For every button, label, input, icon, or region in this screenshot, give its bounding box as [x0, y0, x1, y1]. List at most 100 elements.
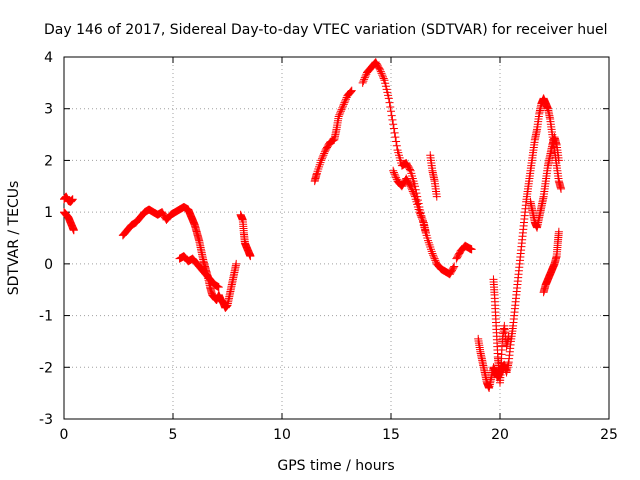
data-point-marker: [246, 252, 255, 261]
data-point-marker: [427, 247, 436, 256]
data-point-marker: [410, 190, 419, 199]
data-point-marker: [315, 162, 324, 171]
y-axis-label: SDTVAR / TECUs: [6, 181, 22, 296]
data-point-marker: [432, 192, 441, 201]
y-tick-label: -3: [39, 412, 53, 428]
data-point-marker: [346, 88, 355, 97]
data-point-marker: [449, 263, 458, 272]
y-tick-label: -1: [39, 309, 53, 325]
data-point-marker: [347, 87, 356, 96]
data-point-marker: [387, 107, 395, 116]
grid-lines: [64, 57, 609, 419]
y-tick-label: 0: [44, 257, 53, 273]
data-point-marker: [319, 151, 328, 160]
data-point-marker: [406, 182, 415, 191]
data-point-marker: [339, 100, 348, 109]
data-point-marker: [415, 208, 424, 217]
data-point-marker: [389, 166, 398, 175]
data-point-marker: [426, 243, 435, 252]
data-point-marker: [340, 98, 349, 107]
data-point-marker: [450, 262, 459, 271]
x-axis-label: GPS time / hours: [277, 458, 394, 474]
data-point-marker: [405, 165, 414, 174]
y-tick-label: 4: [44, 50, 53, 66]
data-point-marker: [389, 120, 398, 129]
data-point-marker: [392, 173, 401, 182]
data-point-marker: [408, 185, 417, 194]
data-point-marker: [341, 96, 350, 105]
data-point-marker: [338, 103, 347, 112]
data-point-marker: [361, 71, 370, 80]
data-point-marker: [335, 110, 344, 119]
data-point-marker: [389, 168, 398, 177]
data-point-marker: [69, 226, 78, 235]
data-point-marker: [416, 211, 425, 220]
data-point-marker: [428, 249, 437, 258]
data-point-marker: [214, 283, 223, 292]
data-point-marker: [554, 156, 563, 165]
data-point-marker: [376, 67, 385, 76]
data-point-marker: [407, 184, 416, 193]
data-point-marker: [390, 128, 399, 137]
data-point-marker: [347, 86, 356, 95]
data-point-marker: [317, 154, 326, 163]
data-point-marker: [385, 98, 394, 107]
data-point-marker: [421, 228, 430, 237]
data-point-marker: [334, 112, 343, 121]
y-tick-label: 1: [44, 205, 53, 221]
data-point-marker: [430, 254, 439, 263]
data-point-marker: [388, 115, 397, 124]
data-point-marker: [429, 252, 438, 261]
data-points: [60, 58, 566, 392]
axis-ticks: [63, 56, 610, 420]
data-point-marker: [320, 149, 329, 158]
data-point-marker: [391, 171, 400, 180]
y-tick-label: 3: [44, 102, 53, 118]
data-point-marker: [392, 137, 401, 146]
data-point-marker: [341, 95, 350, 104]
data-point-marker: [68, 195, 77, 204]
data-point-marker: [409, 189, 418, 198]
data-point-marker: [339, 102, 348, 111]
data-point-marker: [418, 216, 427, 225]
x-tick-label: 5: [169, 427, 178, 443]
data-point-marker: [314, 165, 323, 174]
data-point-marker: [359, 77, 368, 86]
data-point-marker: [504, 332, 513, 341]
x-tick-label: 25: [600, 427, 618, 443]
chart-title: Day 146 of 2017, Sidereal Day-to-day VTE…: [44, 22, 607, 38]
data-point-marker: [467, 245, 476, 254]
data-point-marker: [313, 167, 322, 176]
data-point-marker: [318, 152, 327, 161]
y-tick-label: 2: [44, 153, 53, 169]
data-point-marker: [392, 141, 401, 150]
x-tick-labels: 0 5 10 15 20 25: [60, 427, 618, 443]
data-point-marker: [377, 69, 386, 78]
data-point-marker: [416, 209, 425, 218]
data-point-marker: [312, 169, 321, 178]
data-point-marker: [337, 105, 346, 114]
data-point-marker: [360, 75, 369, 84]
x-tick-label: 15: [382, 427, 400, 443]
data-point-marker: [554, 227, 563, 236]
data-point-marker: [557, 184, 566, 193]
data-point-marker: [390, 170, 399, 179]
data-point-marker: [429, 251, 438, 260]
x-tick-label: 0: [60, 427, 69, 443]
data-point-marker: [378, 71, 387, 80]
data-point-marker: [316, 158, 325, 167]
data-point-marker: [379, 74, 388, 83]
x-tick-label: 20: [491, 427, 509, 443]
data-point-marker: [417, 213, 426, 222]
data-point-marker: [408, 187, 417, 196]
data-point-marker: [387, 111, 396, 120]
y-tick-label: -2: [39, 360, 53, 376]
data-point-marker: [336, 109, 345, 118]
data-point-marker: [386, 102, 395, 111]
data-point-marker: [426, 245, 435, 254]
data-point-marker: [379, 72, 388, 81]
data-point-marker: [358, 78, 367, 87]
data-point-marker: [384, 94, 393, 103]
data-point-marker: [376, 65, 385, 74]
